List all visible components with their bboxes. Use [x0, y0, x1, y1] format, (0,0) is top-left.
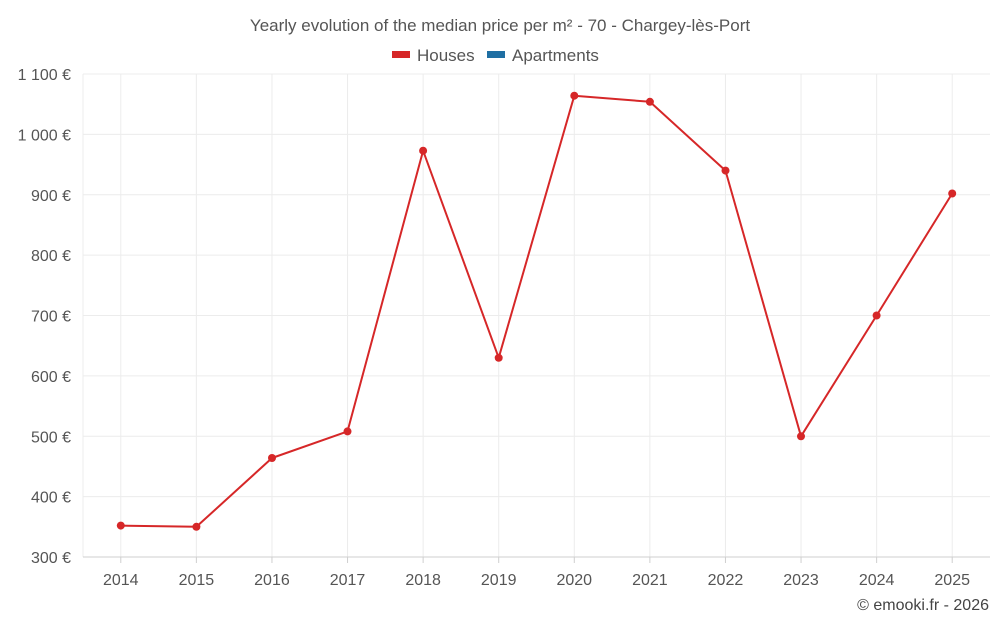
legend-item-houses[interactable]: Houses: [392, 46, 475, 65]
legend-label-houses: Houses: [417, 46, 475, 65]
data-point-houses-2022[interactable]: [721, 166, 730, 175]
y-tick-label: 800 €: [31, 248, 71, 265]
x-tick-label: 2022: [708, 572, 744, 589]
data-point-houses-2021[interactable]: [645, 97, 654, 106]
y-tick-label: 1 100 €: [18, 67, 71, 84]
series-group: [116, 91, 957, 531]
x-tick-label: 2023: [783, 572, 819, 589]
x-tick-label: 2014: [103, 572, 139, 589]
y-tick-label: 1 000 €: [18, 127, 71, 144]
y-tick-label: 400 €: [31, 490, 71, 507]
x-tick-label: 2015: [179, 572, 215, 589]
x-tick-label: 2016: [254, 572, 290, 589]
legend-swatch-houses: [392, 51, 410, 58]
data-point-houses-2025[interactable]: [948, 189, 957, 198]
y-tick-label: 700 €: [31, 309, 71, 326]
data-point-houses-2023[interactable]: [797, 432, 805, 441]
y-tick-label: 900 €: [31, 188, 71, 205]
x-tick-label: 2017: [330, 572, 366, 589]
x-axis: 2014 2015 2016 2017 2018 2019 2020 2021 2022 2023…: [83, 556, 990, 589]
data-point-houses-2020[interactable]: [570, 91, 579, 100]
legend-item-apartments[interactable]: Apartments: [487, 46, 599, 65]
y-tick-label: 500 €: [31, 429, 71, 446]
data-point-houses-2015[interactable]: [192, 522, 201, 531]
x-tick-label: 2019: [481, 572, 517, 589]
data-point-houses-2016[interactable]: [268, 454, 276, 462]
y-tick-label: 300 €: [31, 550, 71, 567]
grid: [82, 73, 990, 557]
data-point-houses-2018[interactable]: [419, 146, 428, 155]
credit-text: © emooki.fr - 2026: [857, 597, 989, 614]
x-tick-label: 2018: [405, 572, 441, 589]
x-tick-label: 2025: [934, 572, 970, 589]
y-tick-label: 600 €: [31, 369, 71, 386]
legend: Houses Apartments: [392, 46, 599, 65]
legend-label-apartments: Apartments: [512, 46, 599, 65]
data-point-houses-2014[interactable]: [116, 521, 125, 530]
x-tick-label: 2024: [859, 572, 895, 589]
data-point-houses-2019[interactable]: [494, 353, 503, 362]
x-tick-label: 2020: [556, 572, 592, 589]
data-point-houses-2017[interactable]: [343, 427, 352, 436]
y-axis: 300 € 400 € 500 € 600 € 700 € 800 € 900 € 1 000…: [18, 67, 71, 567]
chart-title: Yearly evolution of the median price per…: [250, 16, 750, 35]
data-point-houses-2024[interactable]: [872, 311, 881, 320]
series-line-houses: [120, 94, 954, 528]
x-tick-label: 2021: [632, 572, 668, 589]
legend-swatch-apartments: [487, 51, 505, 58]
